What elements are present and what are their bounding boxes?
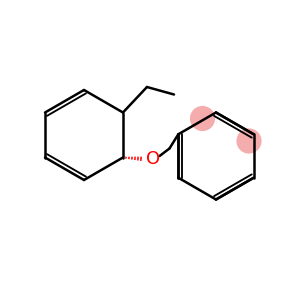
- Text: O: O: [146, 150, 160, 168]
- Circle shape: [190, 106, 215, 131]
- Circle shape: [236, 128, 262, 154]
